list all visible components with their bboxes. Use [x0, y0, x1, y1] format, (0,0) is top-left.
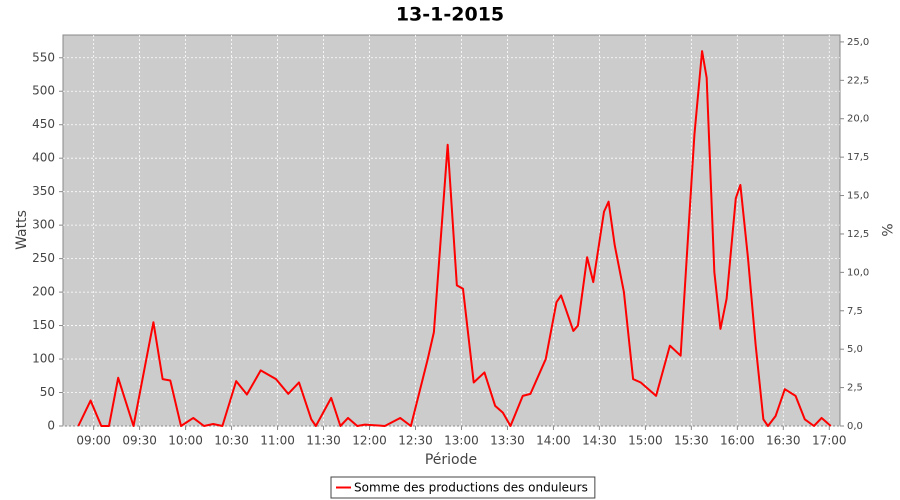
- legend-label: Somme des productions des onduleurs: [354, 481, 588, 495]
- legend-box: [330, 476, 596, 499]
- y2-tick-label: 12,5: [847, 229, 869, 240]
- x-tick-label: 10:00: [168, 434, 203, 448]
- y-tick-label: 500: [32, 84, 55, 98]
- y2-tick-label: 10,0: [847, 267, 869, 278]
- y2-axis-label: %: [878, 223, 894, 236]
- x-tick-label: 10:30: [214, 434, 249, 448]
- x-tick-label: 11:00: [260, 434, 295, 448]
- y-tick-label: 200: [32, 285, 55, 299]
- y-axis-label: Watts: [14, 210, 30, 250]
- plot-area: [62, 34, 841, 427]
- y-tick-label: 0: [47, 419, 55, 433]
- x-tick-label: 09:00: [76, 434, 111, 448]
- legend: Somme des productions des onduleurs: [330, 476, 596, 499]
- y-tick-label: 300: [32, 218, 55, 232]
- x-tick-label: 15:30: [674, 434, 709, 448]
- data-line: [77, 50, 832, 427]
- y-tick-label: 450: [32, 117, 55, 131]
- x-tick-label: 11:30: [306, 434, 341, 448]
- y-tick-label: 100: [32, 352, 55, 366]
- y2-tick-label: 17,5: [847, 152, 869, 163]
- x-tick-label: 16:30: [766, 434, 801, 448]
- y2-tick-label: 2,5: [847, 383, 863, 394]
- chart-title: 13-1-2015: [396, 4, 504, 26]
- x-tick-label: 16:00: [720, 434, 755, 448]
- x-tick-label: 17:00: [812, 434, 847, 448]
- y2-tick-label: 25,0: [847, 37, 869, 48]
- y2-tick-label: 7,5: [847, 306, 863, 317]
- y-tick-label: 250: [32, 251, 55, 265]
- y-tick-label: 400: [32, 151, 55, 165]
- y2-tick-label: 5,0: [847, 344, 863, 355]
- x-tick-label: 12:00: [352, 434, 387, 448]
- y-tick-label: 350: [32, 184, 55, 198]
- x-tick-label: 14:00: [536, 434, 571, 448]
- x-tick-label: 14:30: [582, 434, 617, 448]
- x-tick-label: 13:30: [490, 434, 525, 448]
- y-tick-label: 50: [40, 385, 55, 399]
- y2-tick-label: 0,0: [847, 421, 863, 432]
- x-tick-label: 13:00: [444, 434, 479, 448]
- y2-tick-label: 20,0: [847, 114, 869, 125]
- y2-tick-label: 22,5: [847, 75, 869, 86]
- x-tick-label: 09:30: [122, 434, 157, 448]
- x-tick-label: 15:00: [628, 434, 663, 448]
- y-tick-label: 550: [32, 50, 55, 64]
- y-tick-label: 150: [32, 318, 55, 332]
- x-axis-label: Période: [425, 452, 477, 468]
- x-tick-label: 12:30: [398, 434, 433, 448]
- y2-tick-label: 15,0: [847, 191, 869, 202]
